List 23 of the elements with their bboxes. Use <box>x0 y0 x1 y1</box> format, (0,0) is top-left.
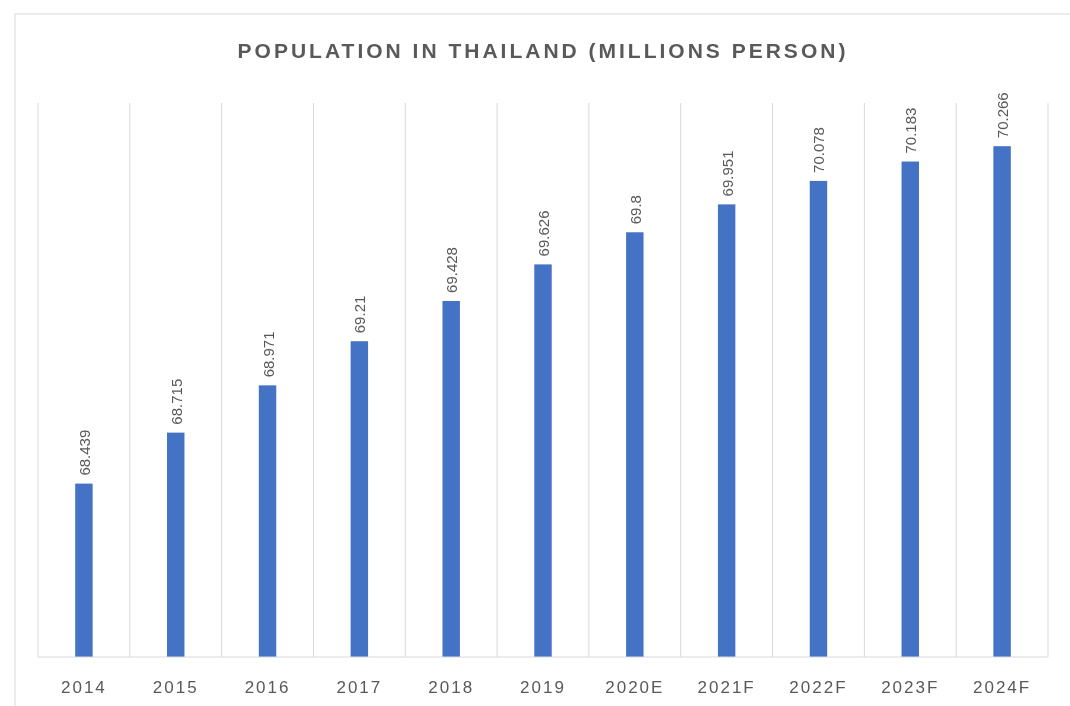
data-label: 69.8 <box>626 195 644 225</box>
x-tick-label: 2024F <box>972 678 1032 697</box>
x-tick-label: 2021F <box>697 678 756 697</box>
x-tick-label: 2018 <box>428 678 475 697</box>
x-tick-label: 2014 <box>61 678 107 697</box>
data-label: 70.266 <box>994 92 1012 139</box>
data-label: 70.183 <box>902 107 920 154</box>
data-label: 69.428 <box>443 247 461 293</box>
chart-title: POPULATION IN THAILAND (MILLIONS PERSON) <box>237 39 849 62</box>
data-label: 68.971 <box>259 331 277 378</box>
data-label: 68.715 <box>167 378 185 425</box>
data-label: 68.439 <box>75 429 93 476</box>
x-tick-label: 2015 <box>152 678 199 697</box>
x-tick-label: 2020E <box>605 678 665 697</box>
x-tick-label: 2023F <box>881 678 940 697</box>
x-tick-label: 2017 <box>336 678 383 697</box>
data-label: 69.951 <box>718 150 736 197</box>
x-tick-label: 2022F <box>789 678 848 697</box>
data-label: 69.21 <box>351 295 369 334</box>
x-tick-label: 2019 <box>520 678 566 697</box>
data-label: 70.078 <box>810 127 828 173</box>
data-label: 69.626 <box>535 210 552 257</box>
x-tick-label: 2016 <box>244 678 291 697</box>
